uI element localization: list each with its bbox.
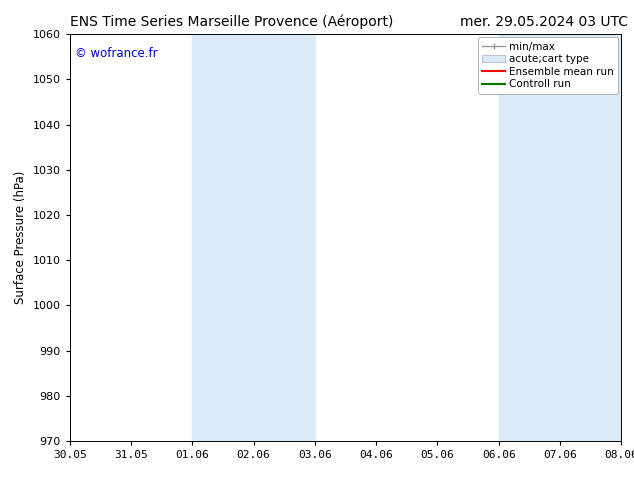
Text: © wofrance.fr: © wofrance.fr (75, 47, 158, 59)
Bar (192, 34, 315, 441)
Legend: min/max, acute;cart type, Ensemble mean run, Controll run: min/max, acute;cart type, Ensemble mean … (478, 37, 618, 94)
Text: ENS Time Series Marseille Provence (Aéroport): ENS Time Series Marseille Provence (Aéro… (70, 15, 393, 29)
Y-axis label: Surface Pressure (hPa): Surface Pressure (hPa) (14, 171, 27, 304)
Text: mer. 29.05.2024 03 UTC: mer. 29.05.2024 03 UTC (460, 15, 628, 29)
Bar (499, 34, 621, 441)
